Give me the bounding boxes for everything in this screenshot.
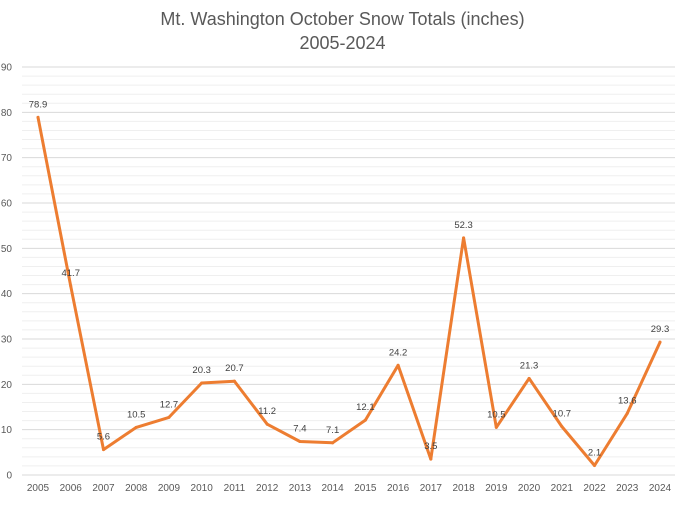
data-point (658, 340, 662, 344)
data-point (200, 381, 204, 385)
data-label: 3.5 (424, 441, 437, 452)
y-tick-label: 10 (1, 425, 13, 436)
x-tick-label: 2024 (649, 483, 672, 494)
data-label: 41.7 (61, 268, 80, 279)
data-label: 20.3 (192, 365, 211, 376)
gridlines (22, 66, 675, 476)
data-point (69, 284, 73, 288)
y-tick-label: 60 (1, 199, 13, 210)
x-tick-label: 2013 (289, 483, 312, 494)
data-point (396, 363, 400, 367)
x-tick-label: 2011 (224, 483, 246, 494)
data-point (625, 411, 629, 415)
y-tick-label: 40 (1, 289, 13, 300)
data-label: 12.1 (356, 402, 375, 413)
data-label: 78.9 (29, 99, 48, 110)
data-label: 29.3 (651, 324, 670, 335)
x-tick-label: 2006 (60, 483, 83, 494)
data-point (232, 379, 236, 383)
data-point (494, 425, 498, 429)
y-tick-label: 20 (1, 380, 13, 391)
y-tick-label: 50 (1, 244, 13, 255)
x-tick-label: 2017 (420, 483, 443, 494)
x-tick-label: 2009 (158, 483, 181, 494)
data-point (462, 236, 466, 240)
x-tick-label: 2008 (125, 483, 148, 494)
x-tick-label: 2014 (322, 483, 345, 494)
data-label: 20.7 (225, 363, 244, 374)
x-tick-label: 2016 (387, 483, 410, 494)
data-point (134, 425, 138, 429)
x-tick-label: 2015 (354, 483, 377, 494)
data-point (265, 422, 269, 426)
x-tick-label: 2010 (191, 483, 214, 494)
y-tick-label: 30 (1, 335, 13, 346)
y-tick-label: 70 (1, 153, 13, 164)
data-label: 5.6 (97, 432, 110, 443)
data-label: 12.7 (160, 399, 179, 410)
chart-subtitle: 2005-2024 (299, 33, 385, 53)
data-label: 24.2 (389, 347, 408, 358)
data-label: 13.6 (618, 395, 637, 406)
data-point (298, 439, 302, 443)
y-tick-label: 0 (6, 471, 12, 482)
x-tick-label: 2023 (616, 483, 639, 494)
data-label: 21.3 (520, 360, 539, 371)
data-point (101, 448, 105, 452)
y-tick-label: 90 (1, 63, 13, 74)
data-label: 11.2 (258, 406, 276, 417)
data-label: 10.5 (487, 409, 506, 420)
data-label: 7.1 (326, 425, 339, 436)
x-axis-ticks: 2005 2006 2007 2008 2009 2010 2011 2012 2013 2014… (27, 483, 672, 494)
y-axis-ticks: 0 10 20 30 40 50 60 70 80 90 (1, 63, 13, 482)
x-tick-label: 2021 (551, 483, 574, 494)
x-tick-label: 2022 (583, 483, 606, 494)
series-line (36, 115, 662, 467)
data-labels: 78.9 41.7 5.6 10.5 12.7 20.3 20.7 11.2 7.4 7.1 12.… (29, 99, 670, 458)
data-point (36, 115, 40, 119)
data-label: 52.3 (454, 220, 473, 231)
x-tick-label: 2005 (27, 483, 50, 494)
data-label: 2.1 (588, 447, 601, 458)
y-tick-label: 80 (1, 108, 13, 119)
data-point (167, 415, 171, 419)
data-label: 10.5 (127, 409, 146, 420)
x-tick-label: 2007 (92, 483, 115, 494)
data-point (560, 424, 564, 428)
x-tick-label: 2019 (485, 483, 508, 494)
data-point (429, 457, 433, 461)
chart-title: Mt. Washington October Snow Totals (inch… (160, 9, 524, 29)
data-point (331, 441, 335, 445)
data-point (527, 376, 531, 380)
data-point (363, 418, 367, 422)
x-tick-label: 2018 (452, 483, 475, 494)
x-tick-label: 2012 (256, 483, 279, 494)
series-layer (36, 115, 662, 467)
x-tick-label: 2020 (518, 483, 541, 494)
data-label: 10.7 (553, 408, 572, 419)
data-label: 7.4 (293, 423, 306, 434)
data-point (593, 463, 597, 467)
